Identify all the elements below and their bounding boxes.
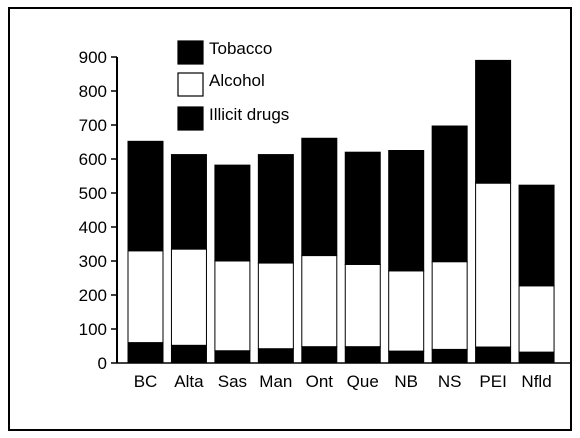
legend: Tobacco Alcohol Illicit drugs — [177, 39, 289, 131]
bar-segment-alcohol — [431, 261, 468, 350]
bar-segment-alcohol — [214, 260, 251, 352]
bar-segment-illicit-drugs — [431, 348, 468, 364]
y-tick-label: 500 — [79, 184, 107, 203]
bar-segment-tobacco — [301, 137, 338, 257]
legend-swatch — [177, 72, 204, 97]
y-tick-label: 600 — [79, 150, 107, 169]
legend-swatch — [177, 40, 204, 65]
bar-segment-illicit-drugs — [170, 344, 207, 364]
bar-segment-alcohol — [475, 182, 512, 348]
bar-segment-tobacco — [518, 184, 555, 287]
y-tick-label: 800 — [79, 82, 107, 101]
bar-segment-illicit-drugs — [301, 346, 338, 364]
bar-segment-tobacco — [127, 140, 164, 252]
bar-segment-alcohol — [388, 270, 425, 352]
y-tick-label: 400 — [79, 218, 107, 237]
legend-swatch — [177, 106, 204, 131]
x-tick-label: PEI — [479, 372, 506, 391]
bar-segment-tobacco — [214, 164, 251, 262]
y-tick-label: 900 — [79, 48, 107, 67]
y-tick-label: 200 — [79, 286, 107, 305]
x-tick-label: Que — [347, 372, 379, 391]
bar-segment-illicit-drugs — [518, 351, 555, 364]
bar-segment-illicit-drugs — [127, 342, 164, 364]
bar-segment-alcohol — [518, 285, 555, 353]
x-tick-label: NB — [394, 372, 418, 391]
bar-segment-alcohol — [344, 263, 381, 348]
bar-segment-illicit-drugs — [475, 346, 512, 364]
x-tick-label: Alta — [174, 372, 204, 391]
y-axis: 0 100 200 300 400 500 600 700 800 900 — [79, 48, 118, 373]
y-tick-label: 700 — [79, 116, 107, 135]
bars — [127, 59, 555, 364]
y-tick-label: 0 — [98, 354, 107, 373]
bar-segment-alcohol — [301, 255, 338, 348]
bar-segment-tobacco — [344, 151, 381, 265]
y-tick-label: 100 — [79, 320, 107, 339]
bar-segment-alcohol — [257, 262, 294, 350]
legend-label: Alcohol — [209, 71, 265, 90]
bar-segment-illicit-drugs — [214, 350, 251, 364]
bar-segment-tobacco — [170, 154, 207, 250]
bar-segment-tobacco — [388, 150, 425, 272]
y-tick-label: 300 — [79, 252, 107, 271]
x-tick-label: Ont — [306, 372, 334, 391]
bar-segment-tobacco — [431, 125, 468, 263]
bar-segment-alcohol — [127, 250, 164, 344]
bar-segment-tobacco — [257, 154, 294, 264]
x-tick-label: BC — [134, 372, 158, 391]
x-tick-label: NS — [438, 372, 462, 391]
bar-segment-illicit-drugs — [257, 348, 294, 364]
bar-segment-illicit-drugs — [344, 346, 381, 364]
bar-segment-illicit-drugs — [388, 350, 425, 364]
x-tick-label: Man — [259, 372, 292, 391]
bar-segment-alcohol — [170, 248, 207, 346]
x-tick-label: Nfld — [521, 372, 551, 391]
legend-label: Tobacco — [209, 39, 272, 58]
bar-segment-tobacco — [475, 59, 512, 184]
x-axis: BC Alta Sas Man Ont Que NB NS PEI Nfld — [117, 362, 571, 391]
legend-label: Illicit drugs — [209, 105, 289, 124]
x-tick-label: Sas — [218, 372, 247, 391]
